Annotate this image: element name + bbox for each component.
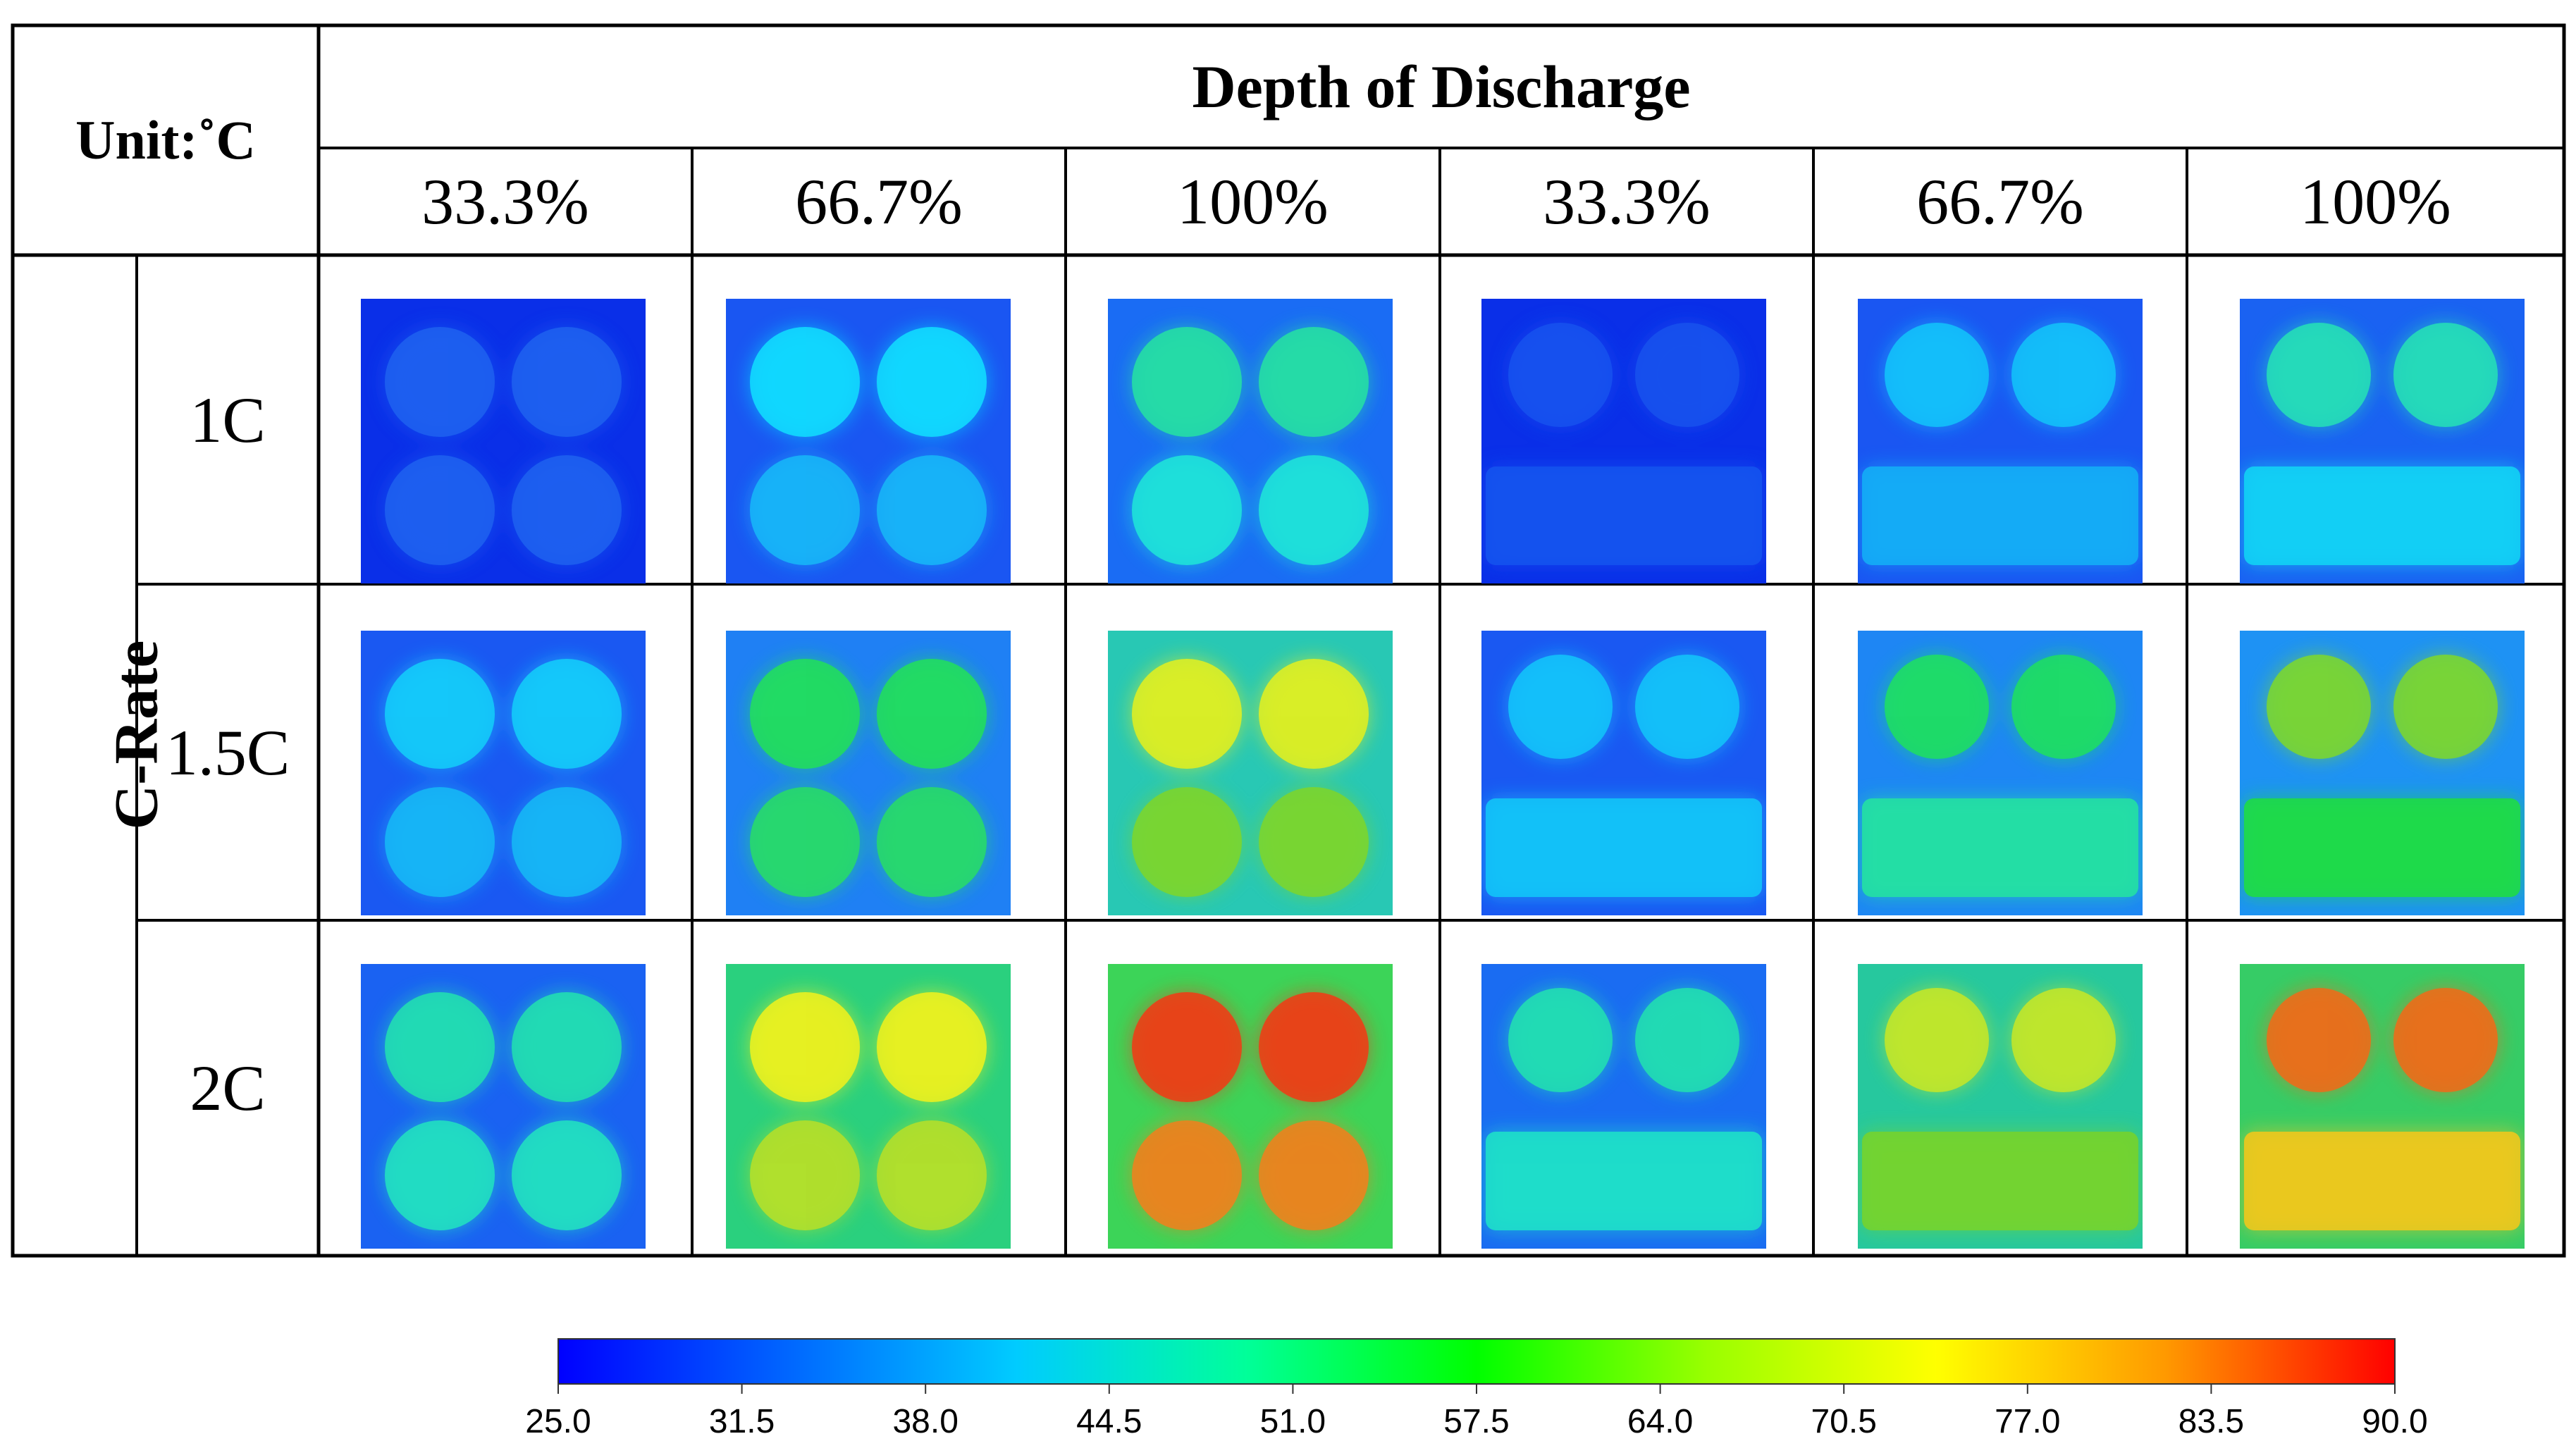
column-header: 100% [2300,166,2451,237]
heatmap-cell [361,299,646,583]
heatmap-cell [361,631,646,915]
column-header: 66.7% [795,166,963,237]
colorbar-tick-label: 77.0 [1995,1403,2061,1440]
heatmap-cell [1481,631,1766,915]
heatmap-cell [2240,631,2525,915]
colorbar [557,1338,2396,1385]
colorbar-tick-label: 44.5 [1076,1403,1142,1440]
heatmap-cell [1858,631,2143,915]
column-group-title: Depth of Discharge [1192,53,1691,120]
unit-label: Unit:˚C [75,109,256,171]
colorbar-tick-label: 25.0 [525,1403,591,1440]
row-header: 1C [190,383,266,456]
row-header: 2C [190,1052,266,1124]
heatmap-cell [1858,964,2143,1249]
heatmap-cell [1858,299,2143,583]
colorbar-tick-label: 51.0 [1259,1403,1326,1440]
table-border [11,23,2566,1258]
heatmap-cell [1108,964,1393,1249]
heatmap-cell [726,631,1011,915]
heatmap-cell [2240,964,2525,1249]
heatmap-cell [726,964,1011,1249]
colorbar-tick-label: 57.5 [1443,1403,1510,1440]
row-header: 1.5C [165,716,290,789]
column-header: 100% [1177,166,1329,237]
colorbar-tick-label: 31.5 [708,1403,775,1440]
colorbar-tick-label: 90.0 [2362,1403,2428,1440]
heatmap-cell [726,299,1011,583]
heatmap-cell [2240,299,2525,583]
heatmap-cell [361,964,646,1249]
colorbar-tick-label: 70.5 [1811,1403,1877,1440]
colorbar-tick-label: 38.0 [892,1403,959,1440]
colorbar-tick-label: 64.0 [1627,1403,1694,1440]
column-header: 66.7% [1916,166,2084,237]
column-header: 33.3% [1543,166,1711,237]
heatmap-cell [1108,299,1393,583]
colorbar-tick-label: 83.5 [2178,1403,2245,1440]
column-header: 33.3% [421,166,589,237]
heatmap-cell [1108,631,1393,915]
heatmap-cell [1481,299,1766,583]
heatmap-cell [1481,964,1766,1249]
